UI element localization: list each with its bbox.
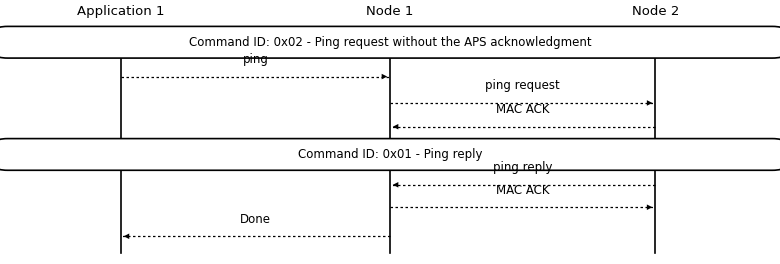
FancyBboxPatch shape (0, 26, 780, 58)
Text: Done: Done (240, 213, 271, 226)
Text: Command ID: 0x02 - Ping request without the APS acknowledgment: Command ID: 0x02 - Ping request without … (189, 36, 591, 49)
Text: Application 1: Application 1 (77, 5, 165, 18)
Text: ping request: ping request (485, 79, 560, 92)
Text: ping reply: ping reply (493, 161, 552, 174)
Text: MAC ACK: MAC ACK (496, 103, 549, 116)
Text: MAC ACK: MAC ACK (496, 184, 549, 197)
Text: Node 2: Node 2 (632, 5, 679, 18)
FancyBboxPatch shape (0, 139, 780, 170)
Text: Command ID: 0x01 - Ping reply: Command ID: 0x01 - Ping reply (298, 148, 482, 161)
Text: ping: ping (243, 53, 268, 66)
Text: Node 1: Node 1 (367, 5, 413, 18)
